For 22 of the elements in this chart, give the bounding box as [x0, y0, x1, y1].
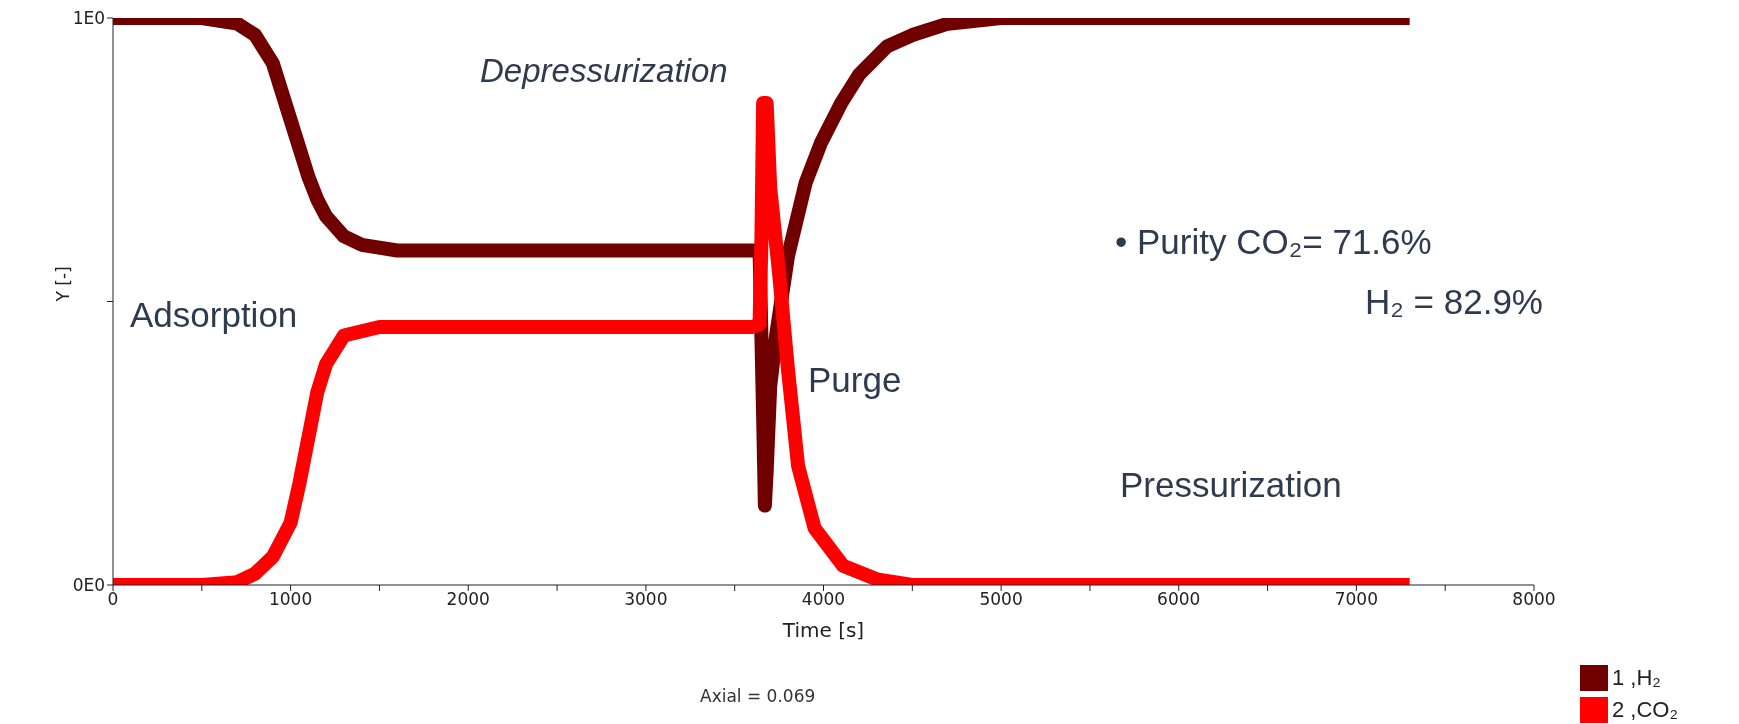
- annotation: Depressurization: [480, 52, 728, 90]
- legend-label: 1 ,H₂: [1612, 665, 1661, 691]
- x-tick-label: 4000: [801, 589, 846, 610]
- x-tick-label: 7000: [1334, 589, 1379, 610]
- x-tick-label: 2000: [446, 589, 490, 610]
- x-tick-label: 8000: [1512, 589, 1556, 610]
- x-tick-label: 1000: [268, 589, 313, 610]
- text: Axial = 0.069: [700, 686, 816, 706]
- x-tick-label: 0: [107, 589, 119, 610]
- y-axis-title: Y [-]: [53, 266, 74, 303]
- x-tick-label: 3000: [624, 589, 668, 610]
- annotation: Pressurization: [1120, 465, 1342, 505]
- annotation: H₂ = 82.9%: [1365, 282, 1543, 322]
- annotation: • Purity CO₂= 71.6%: [1115, 222, 1432, 262]
- y-tick-label: 1E0: [72, 8, 105, 29]
- annotation: Adsorption: [130, 295, 298, 335]
- annotation: Purge: [808, 360, 902, 400]
- y-tick-label: 0E0: [72, 575, 105, 596]
- x-tick-label: 6000: [1157, 589, 1201, 610]
- legend-label: 2 ,CO₂: [1612, 697, 1678, 723]
- x-tick-label: 5000: [979, 589, 1023, 610]
- x-axis-title: Time [s]: [781, 618, 865, 642]
